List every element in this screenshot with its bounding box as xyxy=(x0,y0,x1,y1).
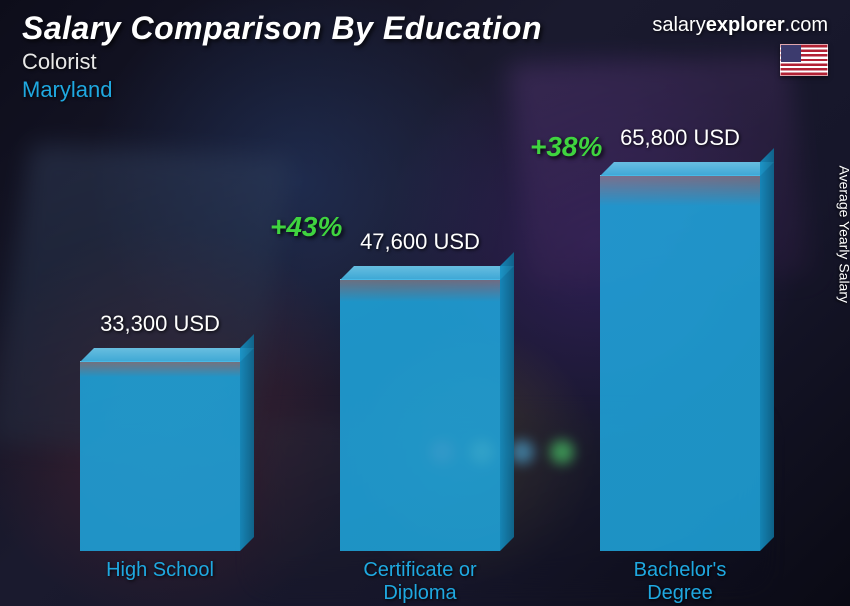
bar xyxy=(340,279,500,551)
bar xyxy=(600,175,760,551)
bar-label: High School xyxy=(50,559,270,582)
header-block: Salary Comparison By Education Colorist … xyxy=(22,10,542,103)
region-name: Maryland xyxy=(22,77,542,103)
flag-icon xyxy=(780,44,828,76)
bar-chart: 33,300 USDHigh School 47,600 USDCertifica… xyxy=(60,121,800,551)
job-title: Colorist xyxy=(22,49,542,75)
brand-suffix: .com xyxy=(785,14,828,36)
bar-label: Bachelor'sDegree xyxy=(570,559,790,605)
page-title: Salary Comparison By Education xyxy=(22,10,542,47)
infographic-root: Salary Comparison By Education Colorist … xyxy=(0,0,850,606)
y-axis-label: Average Yearly Salary xyxy=(836,166,850,304)
bar xyxy=(80,361,240,551)
brand-label: salaryexplorer.com xyxy=(652,14,828,37)
bar-wrap: 33,300 USDHigh School xyxy=(80,361,240,551)
brand-prefix: salary xyxy=(652,14,705,36)
bar-value: 33,300 USD xyxy=(60,311,260,337)
bar-wrap: 47,600 USDCertificate orDiploma xyxy=(340,279,500,551)
bar-label: Certificate orDiploma xyxy=(310,559,530,605)
bar-value: 47,600 USD xyxy=(320,229,520,255)
brand-bold: explorer xyxy=(706,14,785,36)
increase-pct: +43% xyxy=(270,211,342,243)
bar-value: 65,800 USD xyxy=(580,125,780,151)
increase-pct: +38% xyxy=(530,131,602,163)
bar-wrap: 65,800 USDBachelor'sDegree xyxy=(600,175,760,551)
